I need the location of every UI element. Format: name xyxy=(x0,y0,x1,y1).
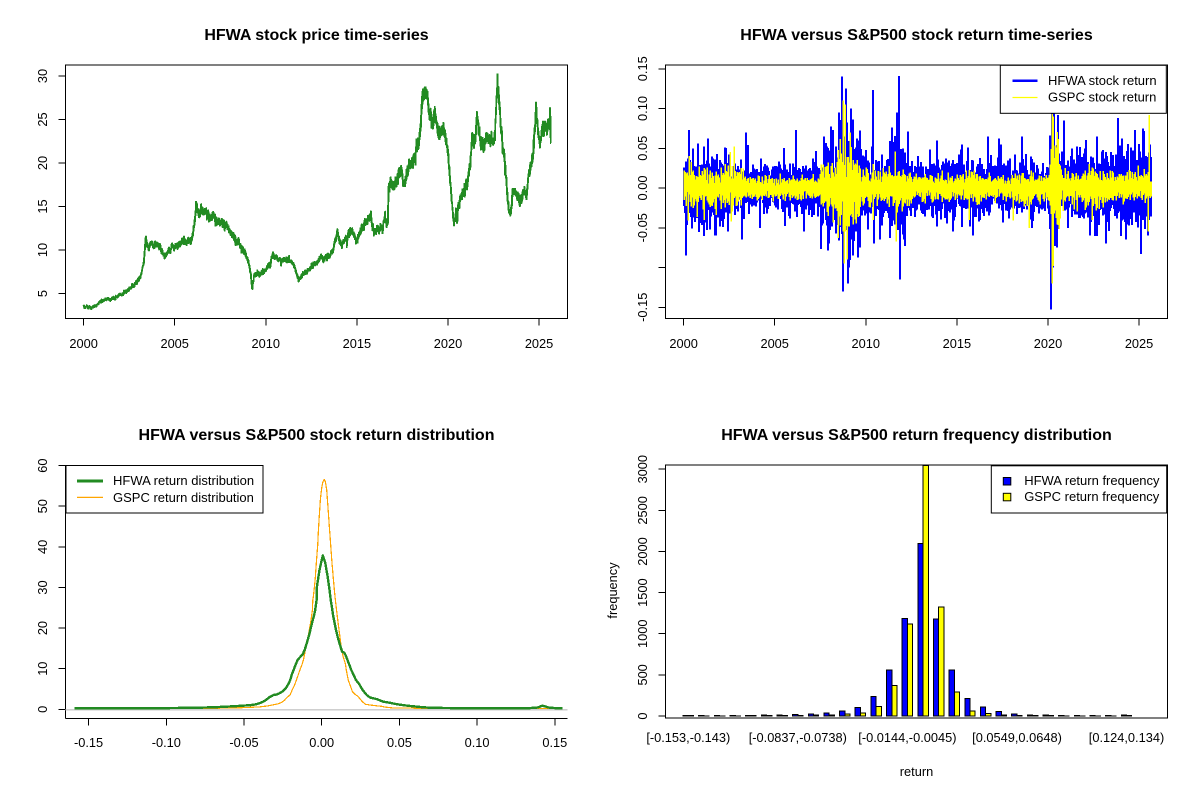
svg-text:3000: 3000 xyxy=(635,455,650,483)
svg-text:30: 30 xyxy=(35,580,50,594)
svg-text:0.15: 0.15 xyxy=(542,735,567,750)
svg-text:2010: 2010 xyxy=(252,336,280,351)
svg-text:HFWA versus S&P500 return freq: HFWA versus S&P500 return frequency dist… xyxy=(721,427,1112,444)
svg-text:40: 40 xyxy=(35,540,50,554)
svg-text:10: 10 xyxy=(35,243,50,257)
svg-text:[-0.0144,-0.0045): [-0.0144,-0.0045) xyxy=(858,730,956,745)
svg-text:0.10: 0.10 xyxy=(635,96,650,121)
svg-text:2500: 2500 xyxy=(635,496,650,524)
svg-text:10: 10 xyxy=(35,662,50,676)
svg-text:2000: 2000 xyxy=(669,336,697,351)
svg-text:20: 20 xyxy=(35,156,50,170)
svg-text:[0.0549,0.0648): [0.0549,0.0648) xyxy=(972,730,1062,745)
svg-text:return: return xyxy=(900,764,933,779)
svg-text:-0.15: -0.15 xyxy=(74,735,103,750)
svg-text:2020: 2020 xyxy=(434,336,462,351)
svg-text:[-0.153,-0.143): [-0.153,-0.143) xyxy=(646,730,730,745)
svg-text:30: 30 xyxy=(35,69,50,83)
svg-text:-0.15: -0.15 xyxy=(635,293,650,322)
svg-text:0.00: 0.00 xyxy=(635,176,650,201)
svg-text:20: 20 xyxy=(35,621,50,635)
svg-text:0.05: 0.05 xyxy=(635,136,650,161)
svg-text:HFWA return frequency: HFWA return frequency xyxy=(1024,473,1160,488)
svg-text:0: 0 xyxy=(635,712,650,719)
svg-text:GSPC stock return: GSPC stock return xyxy=(1048,90,1156,105)
svg-text:2020: 2020 xyxy=(1034,336,1062,351)
svg-text:-0.05: -0.05 xyxy=(635,213,650,242)
svg-text:0.10: 0.10 xyxy=(465,735,490,750)
svg-text:50: 50 xyxy=(35,499,50,513)
svg-text:60: 60 xyxy=(35,458,50,472)
svg-text:2015: 2015 xyxy=(343,336,371,351)
svg-text:-0.10: -0.10 xyxy=(152,735,181,750)
svg-text:GSPC return distribution: GSPC return distribution xyxy=(113,490,254,505)
svg-text:HFWA stock return: HFWA stock return xyxy=(1048,73,1157,88)
svg-text:500: 500 xyxy=(635,664,650,685)
svg-text:2010: 2010 xyxy=(852,336,880,351)
svg-text:2025: 2025 xyxy=(525,336,553,351)
svg-text:HFWA stock price time-series: HFWA stock price time-series xyxy=(204,27,428,44)
svg-text:2005: 2005 xyxy=(160,336,188,351)
svg-text:[-0.0837,-0.0738): [-0.0837,-0.0738) xyxy=(749,730,847,745)
svg-text:0.05: 0.05 xyxy=(387,735,412,750)
svg-text:0.00: 0.00 xyxy=(309,735,334,750)
svg-text:HFWA versus S&P500 stock retur: HFWA versus S&P500 stock return distribu… xyxy=(139,427,495,444)
svg-text:1500: 1500 xyxy=(635,578,650,606)
svg-text:HFWA return distribution: HFWA return distribution xyxy=(113,473,254,488)
svg-text:HFWA versus S&P500 stock retur: HFWA versus S&P500 stock return time-ser… xyxy=(740,27,1093,44)
svg-text:1000: 1000 xyxy=(635,619,650,647)
svg-text:2000: 2000 xyxy=(635,537,650,565)
svg-text:-0.05: -0.05 xyxy=(229,735,258,750)
svg-text:frequency: frequency xyxy=(605,562,620,619)
svg-text:2015: 2015 xyxy=(943,336,971,351)
svg-text:0.15: 0.15 xyxy=(635,56,650,81)
svg-text:2000: 2000 xyxy=(69,336,97,351)
svg-text:0: 0 xyxy=(35,706,50,713)
svg-text:2025: 2025 xyxy=(1125,336,1153,351)
svg-text:25: 25 xyxy=(35,112,50,126)
svg-text:[0.124,0.134): [0.124,0.134) xyxy=(1089,730,1164,745)
svg-text:GSPC return frequency: GSPC return frequency xyxy=(1024,489,1160,504)
svg-text:15: 15 xyxy=(35,199,50,213)
svg-text:5: 5 xyxy=(35,290,50,297)
svg-text:2005: 2005 xyxy=(760,336,788,351)
